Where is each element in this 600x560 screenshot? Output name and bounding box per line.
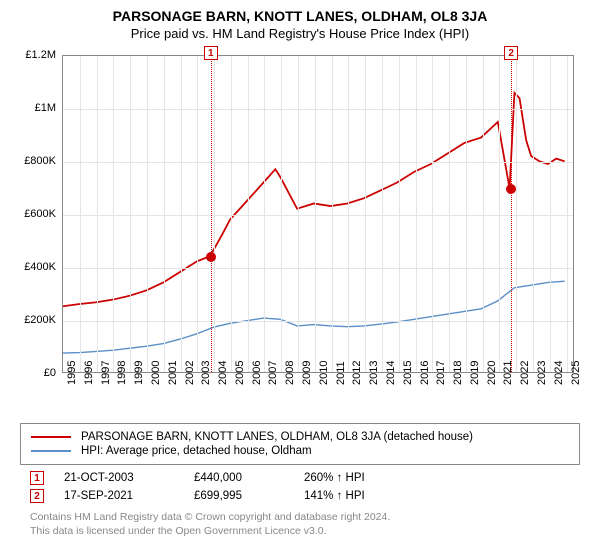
footer: Contains HM Land Registry data © Crown c… (20, 511, 580, 538)
y-axis-label: £600K (24, 208, 56, 220)
gridline-h (63, 321, 573, 322)
gridline-v (348, 56, 349, 372)
gridline-v (533, 56, 534, 372)
gridline-v (281, 56, 282, 372)
gridline-v (164, 56, 165, 372)
sales-delta: 260% ↑ HPI (304, 472, 424, 484)
gridline-v (416, 56, 417, 372)
marker-line (511, 56, 512, 372)
gridline-v (197, 56, 198, 372)
marker-dot (506, 184, 516, 194)
sales-row: 1 21-OCT-2003 £440,000 260% ↑ HPI (20, 469, 580, 487)
gridline-v (466, 56, 467, 372)
gridline-v (130, 56, 131, 372)
x-axis-label: 2025 (570, 361, 600, 385)
sales-marker: 1 (30, 471, 44, 485)
gridline-h (63, 109, 573, 110)
gridline-v (315, 56, 316, 372)
gridline-v (298, 56, 299, 372)
container: PARSONAGE BARN, KNOTT LANES, OLDHAM, OL8… (0, 0, 600, 542)
gridline-v (332, 56, 333, 372)
gridline-v (483, 56, 484, 372)
gridline-v (231, 56, 232, 372)
marker-box: 2 (504, 46, 518, 60)
legend-label: HPI: Average price, detached house, Oldh… (81, 445, 312, 457)
sales-price: £699,995 (194, 490, 284, 502)
y-axis-label: £1.2M (25, 49, 56, 61)
gridline-v (550, 56, 551, 372)
sales-date: 21-OCT-2003 (64, 472, 174, 484)
sales-delta: 141% ↑ HPI (304, 490, 424, 502)
gridline-v (113, 56, 114, 372)
footer-line1: Contains HM Land Registry data © Crown c… (30, 511, 570, 525)
page-subtitle: Price paid vs. HM Land Registry's House … (8, 26, 592, 41)
marker-dot (206, 252, 216, 262)
legend-swatch (31, 450, 71, 452)
chart-svg (63, 56, 573, 372)
gridline-v (80, 56, 81, 372)
footer-line2: This data is licensed under the Open Gov… (30, 525, 570, 539)
gridline-v (147, 56, 148, 372)
page-title: PARSONAGE BARN, KNOTT LANES, OLDHAM, OL8… (8, 8, 592, 24)
legend-row: PARSONAGE BARN, KNOTT LANES, OLDHAM, OL8… (31, 430, 569, 444)
legend: PARSONAGE BARN, KNOTT LANES, OLDHAM, OL8… (20, 423, 580, 465)
gridline-v (248, 56, 249, 372)
sales-date: 17-SEP-2021 (64, 490, 174, 502)
sales-row: 2 17-SEP-2021 £699,995 141% ↑ HPI (20, 487, 580, 505)
gridline-v (382, 56, 383, 372)
price-chart: 12 £0£200K£400K£600K£800K£1M£1.2M1995199… (20, 47, 580, 415)
y-axis-label: £200K (24, 314, 56, 326)
sales-price: £440,000 (194, 472, 284, 484)
y-axis-label: £1M (35, 102, 56, 114)
gridline-v (264, 56, 265, 372)
y-axis-label: £400K (24, 261, 56, 273)
gridline-h (63, 162, 573, 163)
gridline-v (97, 56, 98, 372)
sales-table: 1 21-OCT-2003 £440,000 260% ↑ HPI 2 17-SEP-20… (20, 469, 580, 505)
marker-line (211, 56, 212, 372)
legend-swatch (31, 436, 71, 438)
gridline-v (499, 56, 500, 372)
legend-label: PARSONAGE BARN, KNOTT LANES, OLDHAM, OL8… (81, 431, 473, 443)
gridline-v (432, 56, 433, 372)
gridline-v (181, 56, 182, 372)
gridline-v (567, 56, 568, 372)
gridline-v (516, 56, 517, 372)
legend-row: HPI: Average price, detached house, Oldh… (31, 444, 569, 458)
plot-area: 12 (62, 55, 574, 373)
y-axis-label: £800K (24, 155, 56, 167)
gridline-v (214, 56, 215, 372)
sales-marker: 2 (30, 489, 44, 503)
gridline-v (365, 56, 366, 372)
gridline-v (399, 56, 400, 372)
y-axis-label: £0 (44, 367, 56, 379)
marker-box: 1 (204, 46, 218, 60)
gridline-v (449, 56, 450, 372)
gridline-h (63, 268, 573, 269)
gridline-h (63, 215, 573, 216)
